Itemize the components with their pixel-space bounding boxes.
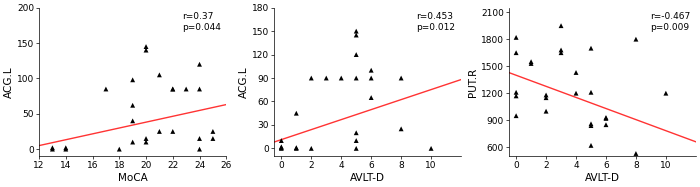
- Point: [60, 148, 71, 151]
- Point: [60, 146, 71, 149]
- X-axis label: AVLT-D: AVLT-D: [584, 173, 620, 183]
- Point: [585, 122, 596, 125]
- Point: [555, 48, 566, 51]
- Point: [290, 146, 302, 149]
- Text: r=0.37
p=0.044: r=0.37 p=0.044: [182, 12, 220, 32]
- X-axis label: AVLT-D: AVLT-D: [350, 173, 385, 183]
- Point: [335, 76, 346, 79]
- Point: [290, 147, 302, 150]
- Point: [351, 147, 362, 150]
- Point: [426, 147, 437, 150]
- Point: [570, 92, 582, 95]
- Y-axis label: PUT.R: PUT.R: [468, 67, 478, 96]
- Point: [290, 112, 302, 115]
- Point: [154, 73, 165, 76]
- Point: [100, 88, 111, 91]
- Point: [351, 131, 362, 134]
- Point: [351, 139, 362, 142]
- Point: [127, 104, 139, 107]
- Point: [395, 127, 407, 130]
- Point: [154, 130, 165, 133]
- Point: [113, 148, 125, 151]
- Point: [351, 76, 362, 79]
- Point: [141, 137, 152, 140]
- Y-axis label: ACG.L: ACG.L: [239, 66, 249, 98]
- Point: [540, 94, 552, 96]
- Point: [351, 30, 362, 33]
- Point: [510, 114, 522, 117]
- Point: [510, 36, 522, 39]
- Point: [585, 47, 596, 50]
- Point: [321, 76, 332, 79]
- Point: [365, 76, 377, 79]
- Point: [167, 88, 178, 91]
- Point: [585, 144, 596, 147]
- Point: [127, 141, 139, 144]
- Point: [194, 63, 205, 66]
- Point: [276, 146, 287, 149]
- Point: [365, 96, 377, 99]
- Point: [351, 53, 362, 56]
- Text: r=0.453
p=0.012: r=0.453 p=0.012: [416, 12, 456, 32]
- Point: [306, 147, 317, 150]
- Point: [181, 88, 192, 91]
- Point: [141, 141, 152, 144]
- Point: [570, 71, 582, 74]
- Point: [127, 119, 139, 122]
- Point: [141, 45, 152, 48]
- Point: [601, 123, 612, 126]
- Point: [630, 152, 641, 155]
- Point: [630, 38, 641, 41]
- Text: r=-0.467
p=0.009: r=-0.467 p=0.009: [650, 12, 690, 32]
- Point: [601, 117, 612, 120]
- Point: [526, 60, 537, 63]
- Point: [306, 76, 317, 79]
- Point: [365, 69, 377, 72]
- Point: [167, 130, 178, 133]
- Point: [510, 91, 522, 94]
- Point: [540, 110, 552, 113]
- Point: [510, 94, 522, 97]
- Point: [585, 124, 596, 127]
- Point: [540, 96, 552, 99]
- Point: [601, 116, 612, 119]
- Point: [276, 147, 287, 150]
- X-axis label: MoCA: MoCA: [118, 173, 148, 183]
- Point: [395, 76, 407, 79]
- Point: [276, 139, 287, 142]
- Point: [555, 24, 566, 27]
- Point: [127, 78, 139, 81]
- Point: [660, 92, 671, 95]
- Point: [167, 88, 178, 91]
- Point: [207, 137, 218, 140]
- Point: [47, 148, 58, 151]
- Point: [351, 33, 362, 36]
- Point: [194, 148, 205, 151]
- Point: [207, 130, 218, 133]
- Point: [194, 137, 205, 140]
- Point: [194, 88, 205, 91]
- Y-axis label: ACG.L: ACG.L: [4, 66, 14, 98]
- Point: [141, 49, 152, 52]
- Point: [47, 146, 58, 149]
- Point: [510, 51, 522, 54]
- Point: [555, 51, 566, 54]
- Point: [526, 62, 537, 65]
- Point: [276, 145, 287, 148]
- Point: [585, 91, 596, 94]
